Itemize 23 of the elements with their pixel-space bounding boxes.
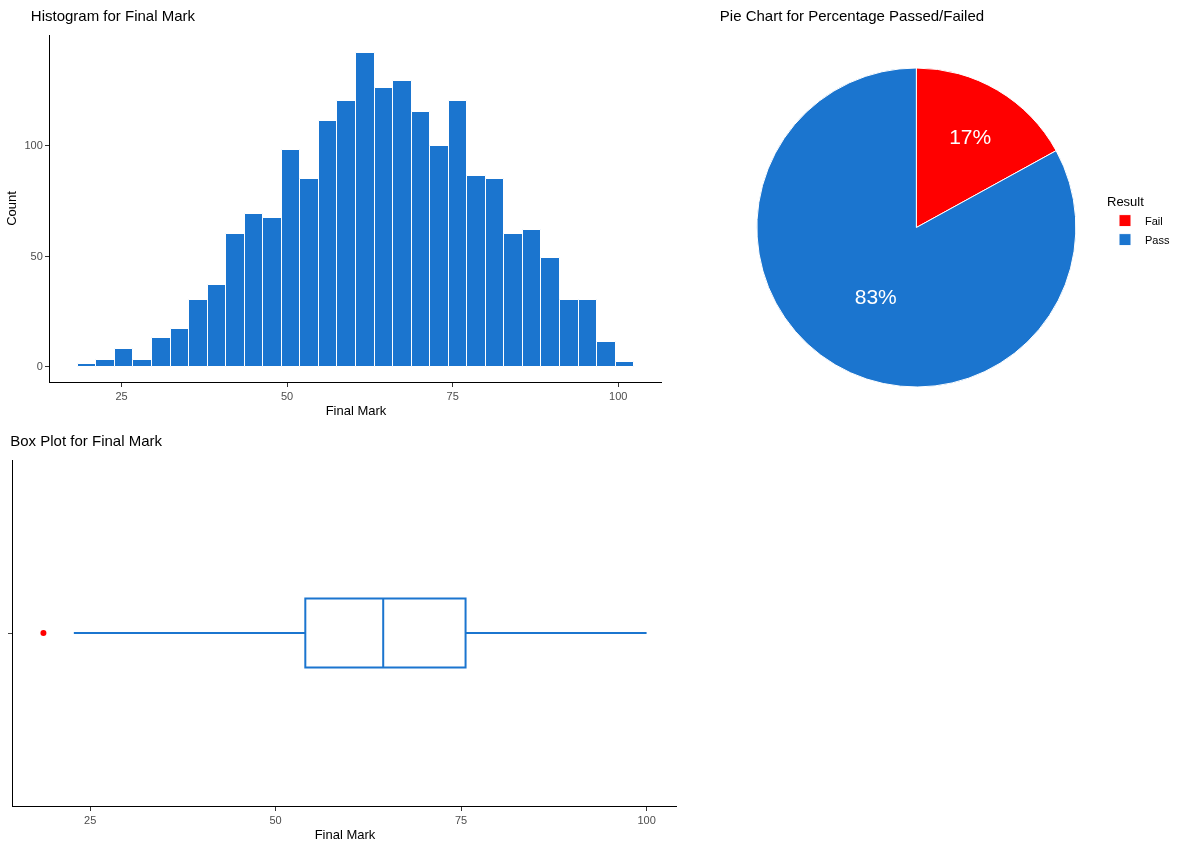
- x-tick-label: 50: [269, 814, 282, 827]
- legend-label: Pass: [1145, 233, 1170, 246]
- x-tick-label: 75: [454, 814, 468, 827]
- x-axis-title: Final Mark: [314, 826, 376, 842]
- chart-title: Pie Chart for Percentage Passed/Failed: [719, 7, 985, 24]
- y-tick-label: 100: [24, 139, 43, 152]
- x-tick-label: 100: [609, 390, 628, 403]
- y-axis-title: Count: [4, 190, 20, 226]
- x-tick-label: 75: [446, 390, 459, 403]
- data-label: 83%: [854, 284, 897, 308]
- data-label: 17%: [949, 125, 992, 149]
- legend-label: Fail: [1145, 214, 1163, 227]
- x-tick-label: 25: [115, 390, 128, 403]
- x-tick-label: 100: [637, 814, 656, 827]
- y-tick-label: 0: [36, 360, 43, 373]
- x-axis-title: Final Mark: [325, 402, 387, 418]
- y-tick-label: 50: [30, 249, 43, 262]
- x-tick-label: 50: [280, 390, 294, 403]
- chart-title: Histogram for Final Mark: [30, 7, 196, 25]
- legend-title: Result: [1107, 194, 1145, 210]
- chart-title: Box Plot for Final Mark: [10, 431, 163, 449]
- pie-slice: [756, 67, 1077, 388]
- x-tick-label: 25: [84, 814, 97, 827]
